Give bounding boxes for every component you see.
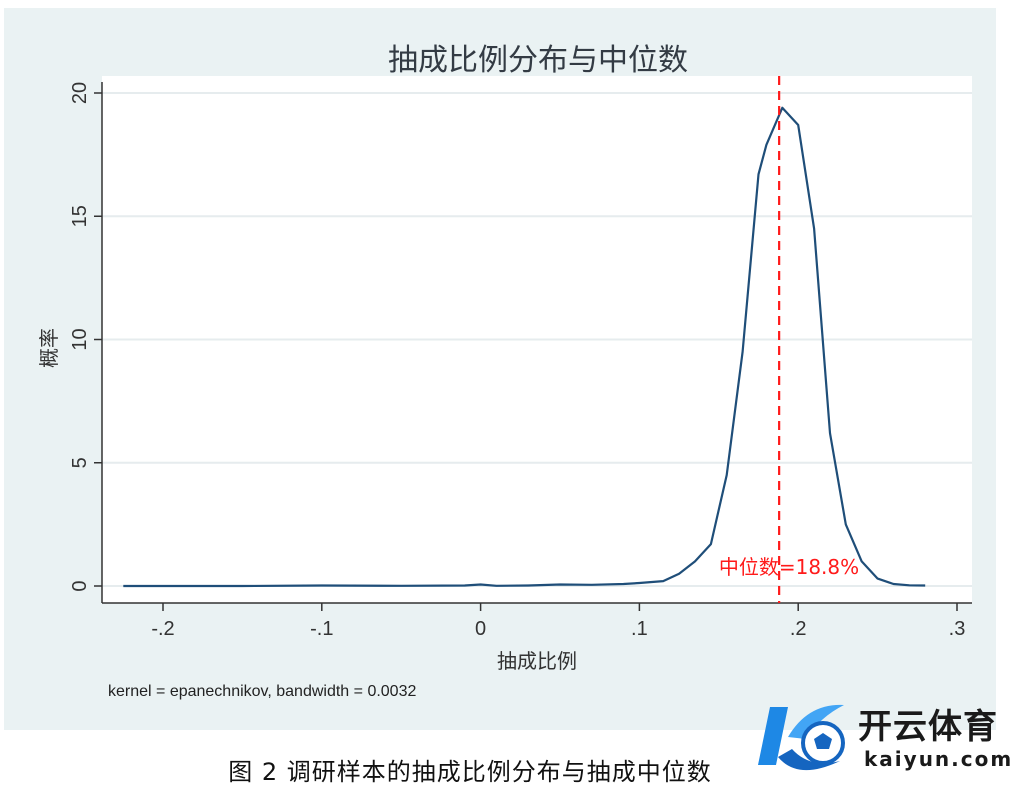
- x-tick-label: 0: [475, 618, 486, 640]
- x-tick-label: .2: [790, 618, 807, 640]
- y-tick-label: 0: [69, 580, 91, 591]
- y-tick-label: 20: [69, 82, 91, 104]
- axes: 0 5 10 15 20 -.2 -.1 0 .1 .2 .3: [69, 82, 972, 640]
- density-chart: 0 5 10 15 20 -.2 -.1 0 .1 .2 .3 中位数=18.8% 抽成比例分布与中…: [37, 43, 972, 700]
- logo-emblem-icon: [758, 704, 845, 771]
- logo-text: 开云体育: [858, 707, 998, 747]
- chart-title: 抽成比例分布与中位数: [388, 43, 688, 78]
- kaiyun-logo: 开云体育 kaiyun.com: [748, 697, 1028, 787]
- x-tick-label: .1: [631, 618, 648, 640]
- x-tick-label: -.2: [151, 618, 174, 640]
- figure-caption: 图 2 调研样本的抽成比例分布与抽成中位数: [228, 758, 712, 786]
- x-tick-label: .3: [949, 618, 966, 640]
- logo-domain: kaiyun.com: [864, 747, 1014, 771]
- figure-panel: 0 5 10 15 20 -.2 -.1 0 .1 .2 .3 中位数=18.8% 抽成比例分布与中…: [4, 8, 996, 730]
- y-tick-label: 15: [69, 205, 91, 227]
- median-label: 中位数=18.8%: [719, 555, 859, 579]
- y-tick-label: 5: [69, 457, 91, 468]
- density-line: [123, 106, 926, 588]
- x-tick-label: -.1: [310, 618, 333, 640]
- median-layer: 中位数=18.8%: [719, 76, 859, 603]
- y-axis-label: 概率: [37, 328, 61, 368]
- y-tick-label: 10: [69, 328, 91, 350]
- kernel-note: kernel = epanechnikov, bandwidth = 0.003…: [108, 683, 416, 700]
- series-layer: [123, 106, 926, 588]
- x-axis-label: 抽成比例: [497, 649, 577, 673]
